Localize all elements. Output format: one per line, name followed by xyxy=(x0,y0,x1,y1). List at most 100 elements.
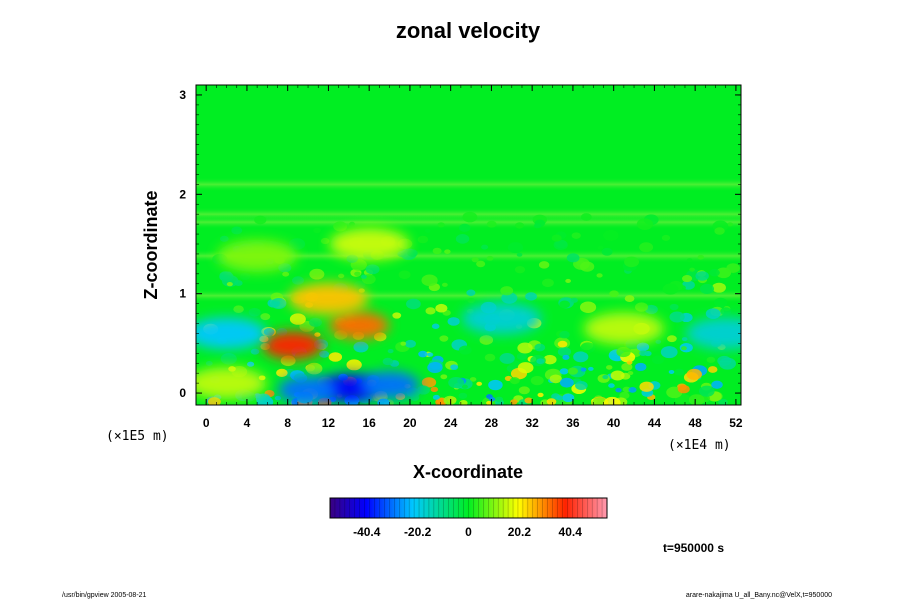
texture-blob xyxy=(579,301,597,314)
x-tick-label: 4 xyxy=(244,416,251,430)
texture-blob xyxy=(309,268,325,280)
x-tick-label: 24 xyxy=(444,416,458,430)
texture-blob xyxy=(706,356,716,363)
time-label: t=950000 s xyxy=(663,541,724,555)
texture-blob xyxy=(289,313,306,325)
texture-blob xyxy=(400,341,407,346)
velocity-feature xyxy=(583,312,664,345)
velocity-feature xyxy=(262,331,323,360)
texture-blob xyxy=(619,391,630,400)
texture-blob xyxy=(437,222,445,228)
texture-blob xyxy=(699,385,715,397)
texture-blob xyxy=(479,335,494,345)
velocity-feature xyxy=(196,367,267,400)
texture-blob xyxy=(233,305,244,313)
texture-blob xyxy=(682,275,693,283)
texture-band xyxy=(196,177,741,192)
colorbar-tick-label: -40.4 xyxy=(353,525,381,539)
texture-blob xyxy=(500,286,514,296)
texture-blob xyxy=(469,377,477,382)
texture-blob xyxy=(220,353,237,365)
plot-frame xyxy=(195,84,742,406)
texture-blob xyxy=(557,347,572,357)
texture-blob xyxy=(714,227,725,235)
colorbar-levels xyxy=(334,498,603,518)
texture-blob xyxy=(565,278,571,284)
chart-title: zonal velocity xyxy=(396,18,541,43)
texture-blob xyxy=(427,361,443,373)
texture-blob xyxy=(432,247,442,255)
texture-blob xyxy=(417,385,430,395)
x-tick-label: 44 xyxy=(648,416,662,430)
texture-blob xyxy=(681,346,687,351)
y-axis-unit: (×1E5 m) xyxy=(106,429,169,444)
texture-blob xyxy=(333,221,348,232)
texture-blob xyxy=(557,340,568,348)
texture-blob xyxy=(580,342,596,354)
texture-blob xyxy=(488,379,503,391)
texture-blob xyxy=(271,297,287,309)
texture-blob xyxy=(387,349,394,354)
texture-blob xyxy=(219,235,229,242)
velocity-feature xyxy=(685,317,741,350)
texture-blob xyxy=(606,365,613,370)
colorbar-frame xyxy=(329,497,608,519)
texture-blob xyxy=(499,352,515,364)
texture-blob xyxy=(354,271,361,277)
texture-blob xyxy=(542,278,554,288)
velocity-feature xyxy=(328,311,389,340)
texture-blob xyxy=(486,255,494,261)
texture-blob xyxy=(328,352,343,362)
texture-blob xyxy=(282,271,290,277)
texture-blob xyxy=(260,313,271,321)
texture-blob xyxy=(575,380,588,391)
texture-blob xyxy=(588,366,594,371)
texture-blob xyxy=(571,232,581,239)
texture-blob xyxy=(609,290,619,298)
velocity-feature xyxy=(329,228,410,261)
texture-blob xyxy=(697,254,705,260)
texture-blob xyxy=(481,244,489,250)
texture-blob xyxy=(686,368,702,380)
velocity-feature xyxy=(278,376,339,405)
velocity-feature xyxy=(288,282,369,315)
x-tick-label: 16 xyxy=(362,416,376,430)
texture-blob xyxy=(514,265,526,274)
texture-blob xyxy=(314,332,321,337)
texture-blob xyxy=(636,218,654,230)
colorbar-tick-label: 20.2 xyxy=(508,525,532,539)
texture-blob xyxy=(639,381,654,392)
texture-blob xyxy=(534,343,546,352)
footer-left: /usr/bin/gpview 2005-08-21 xyxy=(62,592,147,599)
texture-blob xyxy=(398,270,411,279)
texture-blob xyxy=(424,228,431,233)
texture-blob xyxy=(255,393,271,405)
texture-blob xyxy=(533,223,542,229)
texture-blob xyxy=(432,394,440,400)
texture-blob xyxy=(596,273,603,278)
texture-blob xyxy=(669,303,679,311)
texture-blob xyxy=(624,295,635,303)
texture-blob xyxy=(610,370,625,381)
texture-blob xyxy=(616,346,631,358)
texture-blob xyxy=(421,377,437,388)
colorbar-ticks: -40.4 -20.2 0 20.2 40.4 xyxy=(353,525,582,539)
texture-blob xyxy=(377,398,390,405)
texture-blob xyxy=(276,368,288,377)
texture-blob xyxy=(662,283,679,295)
texture-blob xyxy=(597,245,604,250)
y-tick-label: 2 xyxy=(179,187,186,201)
texture-blob xyxy=(549,374,562,384)
texture-blob xyxy=(543,354,557,365)
texture-blob xyxy=(712,282,726,293)
velocity-feature xyxy=(461,302,542,335)
texture-blob xyxy=(651,355,665,365)
texture-blob xyxy=(634,302,649,312)
texture-blob xyxy=(688,394,705,405)
texture-blob xyxy=(461,384,468,389)
texture-blob xyxy=(418,350,428,358)
texture-blob xyxy=(404,339,416,348)
texture-blob xyxy=(720,307,732,316)
texture-blob xyxy=(458,345,472,355)
texture-blob xyxy=(518,386,530,395)
